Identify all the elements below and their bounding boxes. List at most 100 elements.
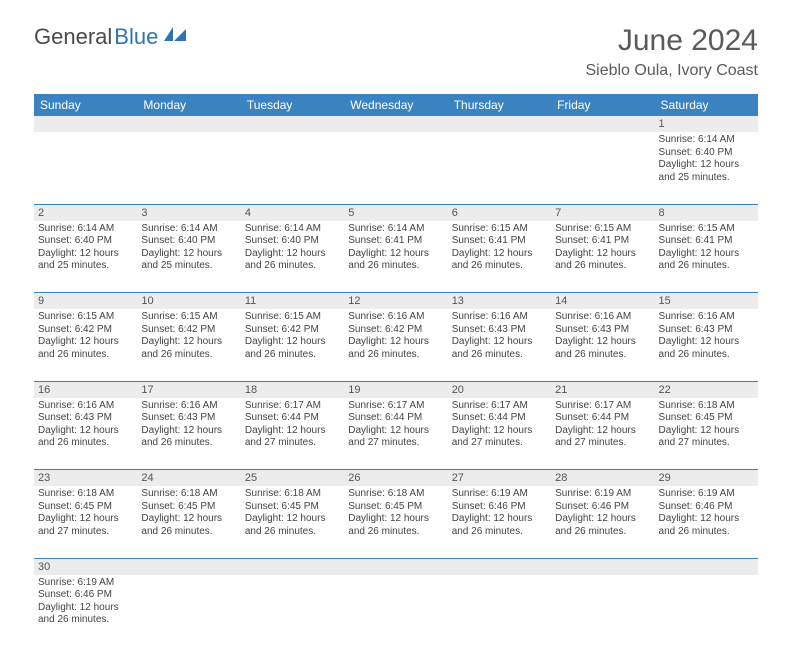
day-cell-text: Sunrise: 6:14 AM Sunset: 6:41 PM Dayligh… (348, 223, 443, 273)
day-content-row: Sunrise: 6:14 AM Sunset: 6:40 PM Dayligh… (34, 132, 758, 204)
day-cell-text: Sunrise: 6:15 AM Sunset: 6:42 PM Dayligh… (38, 311, 133, 361)
day-number: 17 (137, 381, 240, 398)
day-cell (241, 575, 344, 647)
day-number: 8 (655, 204, 758, 221)
day-number: 27 (448, 470, 551, 487)
day-number: 5 (344, 204, 447, 221)
day-cell: Sunrise: 6:14 AM Sunset: 6:40 PM Dayligh… (34, 221, 137, 293)
day-cell: Sunrise: 6:14 AM Sunset: 6:40 PM Dayligh… (137, 221, 240, 293)
day-cell (655, 575, 758, 647)
day-cell-text: Sunrise: 6:17 AM Sunset: 6:44 PM Dayligh… (245, 400, 340, 450)
day-cell: Sunrise: 6:18 AM Sunset: 6:45 PM Dayligh… (241, 486, 344, 558)
brand-part2: Blue (114, 24, 158, 50)
day-number: 1 (655, 116, 758, 132)
day-number: 26 (344, 470, 447, 487)
day-cell-text: Sunrise: 6:16 AM Sunset: 6:43 PM Dayligh… (452, 311, 547, 361)
day-number: 18 (241, 381, 344, 398)
day-cell: Sunrise: 6:16 AM Sunset: 6:43 PM Dayligh… (551, 309, 654, 381)
day-number: 7 (551, 204, 654, 221)
day-cell: Sunrise: 6:18 AM Sunset: 6:45 PM Dayligh… (655, 398, 758, 470)
weekday-header: Wednesday (344, 94, 447, 116)
day-cell-text: Sunrise: 6:17 AM Sunset: 6:44 PM Dayligh… (555, 400, 650, 450)
day-number: 14 (551, 293, 654, 310)
day-cell-text: Sunrise: 6:18 AM Sunset: 6:45 PM Dayligh… (659, 400, 754, 450)
day-content-row: Sunrise: 6:16 AM Sunset: 6:43 PM Dayligh… (34, 398, 758, 470)
day-cell-text: Sunrise: 6:14 AM Sunset: 6:40 PM Dayligh… (141, 223, 236, 273)
weekday-header: Thursday (448, 94, 551, 116)
day-cell: Sunrise: 6:19 AM Sunset: 6:46 PM Dayligh… (448, 486, 551, 558)
day-cell: Sunrise: 6:15 AM Sunset: 6:42 PM Dayligh… (34, 309, 137, 381)
weekday-header: Monday (137, 94, 240, 116)
day-number-row: 23242526272829 (34, 470, 758, 487)
weekday-header: Tuesday (241, 94, 344, 116)
day-number (551, 116, 654, 132)
day-number: 15 (655, 293, 758, 310)
weekday-header: Sunday (34, 94, 137, 116)
month-title: June 2024 (585, 24, 758, 58)
day-number-row: 30 (34, 558, 758, 575)
day-cell-text: Sunrise: 6:18 AM Sunset: 6:45 PM Dayligh… (245, 488, 340, 538)
day-cell (344, 132, 447, 204)
day-cell: Sunrise: 6:17 AM Sunset: 6:44 PM Dayligh… (241, 398, 344, 470)
day-number: 12 (344, 293, 447, 310)
day-cell: Sunrise: 6:14 AM Sunset: 6:40 PM Dayligh… (241, 221, 344, 293)
day-content-row: Sunrise: 6:18 AM Sunset: 6:45 PM Dayligh… (34, 486, 758, 558)
day-cell-text: Sunrise: 6:19 AM Sunset: 6:46 PM Dayligh… (452, 488, 547, 538)
day-cell-text: Sunrise: 6:15 AM Sunset: 6:41 PM Dayligh… (659, 223, 754, 273)
day-cell-text: Sunrise: 6:18 AM Sunset: 6:45 PM Dayligh… (38, 488, 133, 538)
day-number: 30 (34, 558, 137, 575)
brand-part1: General (34, 24, 112, 50)
day-cell-text: Sunrise: 6:16 AM Sunset: 6:43 PM Dayligh… (555, 311, 650, 361)
location-label: Sieblo Oula, Ivory Coast (585, 62, 758, 80)
day-content-row: Sunrise: 6:15 AM Sunset: 6:42 PM Dayligh… (34, 309, 758, 381)
day-content-row: Sunrise: 6:19 AM Sunset: 6:46 PM Dayligh… (34, 575, 758, 647)
day-number: 29 (655, 470, 758, 487)
day-number: 28 (551, 470, 654, 487)
day-number (344, 558, 447, 575)
page-header: General Blue June 2024 Sieblo Oula, Ivor… (0, 0, 792, 88)
day-number (448, 558, 551, 575)
day-number: 10 (137, 293, 240, 310)
day-cell: Sunrise: 6:19 AM Sunset: 6:46 PM Dayligh… (551, 486, 654, 558)
day-cell-text: Sunrise: 6:15 AM Sunset: 6:42 PM Dayligh… (245, 311, 340, 361)
day-cell-text: Sunrise: 6:14 AM Sunset: 6:40 PM Dayligh… (245, 223, 340, 273)
weekday-header-row: Sunday Monday Tuesday Wednesday Thursday… (34, 94, 758, 116)
day-cell: Sunrise: 6:15 AM Sunset: 6:42 PM Dayligh… (137, 309, 240, 381)
day-number: 22 (655, 381, 758, 398)
day-number (34, 116, 137, 132)
day-number: 3 (137, 204, 240, 221)
day-cell (137, 132, 240, 204)
day-cell-text: Sunrise: 6:15 AM Sunset: 6:42 PM Dayligh… (141, 311, 236, 361)
day-number: 23 (34, 470, 137, 487)
day-number-row: 9101112131415 (34, 293, 758, 310)
day-cell-text: Sunrise: 6:14 AM Sunset: 6:40 PM Dayligh… (38, 223, 133, 273)
day-cell (344, 575, 447, 647)
day-cell (551, 132, 654, 204)
day-cell (448, 132, 551, 204)
day-cell-text: Sunrise: 6:16 AM Sunset: 6:43 PM Dayligh… (38, 400, 133, 450)
day-number (241, 558, 344, 575)
day-number (344, 116, 447, 132)
day-number-row: 1 (34, 116, 758, 132)
day-number: 24 (137, 470, 240, 487)
day-cell (137, 575, 240, 647)
day-cell-text: Sunrise: 6:16 AM Sunset: 6:42 PM Dayligh… (348, 311, 443, 361)
day-content-row: Sunrise: 6:14 AM Sunset: 6:40 PM Dayligh… (34, 221, 758, 293)
day-cell: Sunrise: 6:15 AM Sunset: 6:41 PM Dayligh… (551, 221, 654, 293)
day-number: 16 (34, 381, 137, 398)
day-number-row: 2345678 (34, 204, 758, 221)
day-cell: Sunrise: 6:15 AM Sunset: 6:41 PM Dayligh… (448, 221, 551, 293)
day-number (448, 116, 551, 132)
day-number: 4 (241, 204, 344, 221)
day-cell-text: Sunrise: 6:18 AM Sunset: 6:45 PM Dayligh… (348, 488, 443, 538)
day-number: 13 (448, 293, 551, 310)
day-cell (551, 575, 654, 647)
day-number: 2 (34, 204, 137, 221)
day-number (551, 558, 654, 575)
day-number: 25 (241, 470, 344, 487)
day-cell: Sunrise: 6:17 AM Sunset: 6:44 PM Dayligh… (551, 398, 654, 470)
day-number (241, 116, 344, 132)
day-cell: Sunrise: 6:17 AM Sunset: 6:44 PM Dayligh… (448, 398, 551, 470)
day-cell: Sunrise: 6:18 AM Sunset: 6:45 PM Dayligh… (344, 486, 447, 558)
day-cell-text: Sunrise: 6:15 AM Sunset: 6:41 PM Dayligh… (452, 223, 547, 273)
